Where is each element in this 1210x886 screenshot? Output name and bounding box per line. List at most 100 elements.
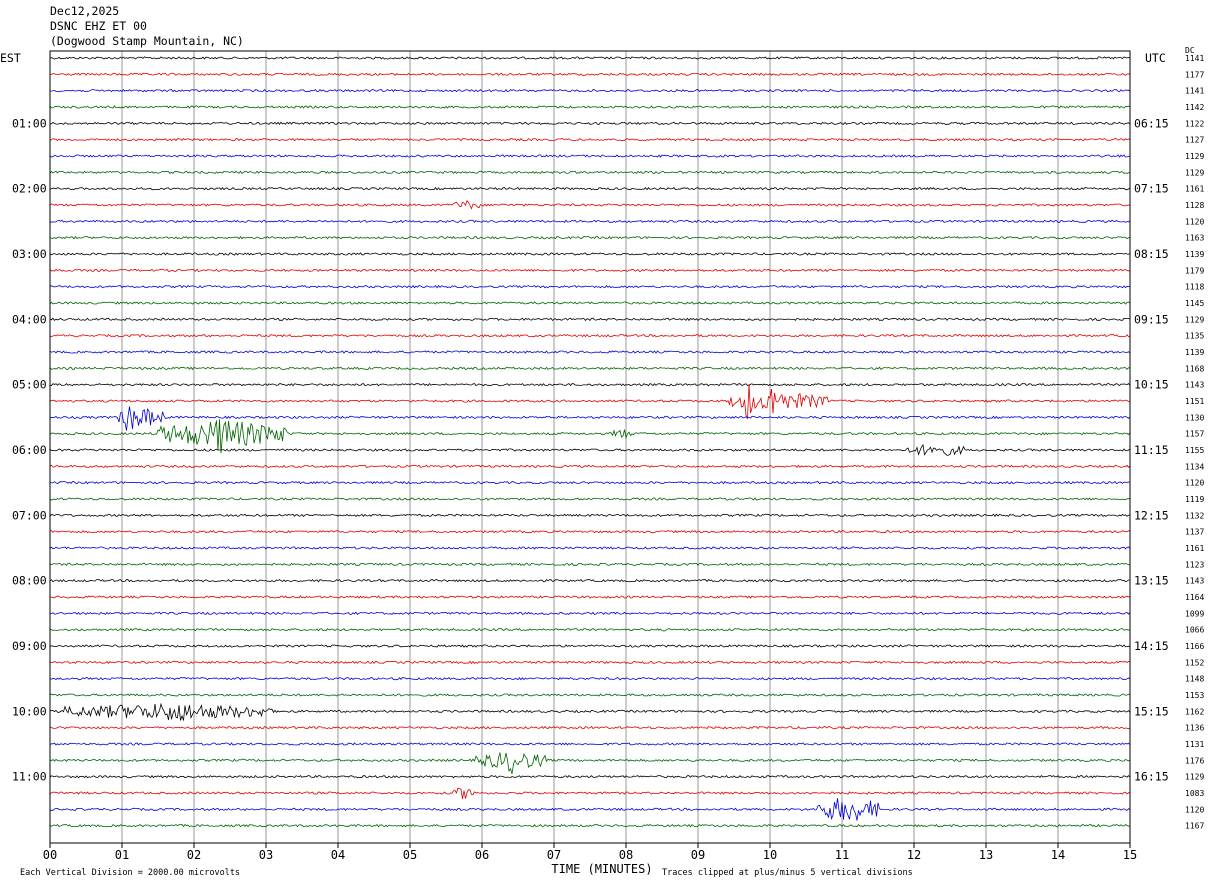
- trace-line-41: [49, 725, 1131, 730]
- dc-value: 1135: [1185, 332, 1204, 341]
- location-label: (Dogwood Stamp Mountain, NC): [50, 34, 244, 48]
- trace-line-36: [49, 644, 1131, 648]
- plot-frame: [49, 50, 1131, 844]
- clip-note: Traces clipped at plus/minus 5 vertical …: [662, 868, 913, 878]
- est-hour-label: 08:00: [12, 574, 47, 588]
- utc-hour-label: 15:15: [1134, 704, 1169, 718]
- dc-value: 1155: [1185, 446, 1204, 455]
- trace-line-45: [49, 787, 1131, 799]
- trace-line-32: [49, 578, 1130, 583]
- trace-line-9: [49, 199, 1131, 210]
- x-tick-label: 07: [547, 848, 561, 862]
- trace-line-26: [49, 480, 1131, 485]
- trace-line-46: [49, 798, 1131, 821]
- est-hour-label: 10:00: [12, 704, 47, 718]
- trace-line-23: [49, 419, 1131, 454]
- trace-line-2: [49, 88, 1131, 93]
- dc-value: 1120: [1185, 479, 1204, 488]
- est-hour-label: 11:00: [12, 770, 47, 784]
- dc-value: 1137: [1185, 528, 1204, 537]
- trace-line-28: [49, 513, 1131, 518]
- trace-line-34: [49, 611, 1131, 616]
- x-axis-title: TIME (MINUTES): [551, 862, 652, 876]
- utc-hour-label: 11:15: [1134, 443, 1169, 457]
- trace-line-12: [49, 252, 1131, 256]
- dc-value: 1134: [1185, 462, 1204, 471]
- dc-value: 1136: [1185, 724, 1204, 733]
- dc-value: 1166: [1185, 642, 1204, 651]
- trace-line-47: [49, 823, 1131, 828]
- dc-value: 1120: [1185, 805, 1204, 814]
- trace-line-18: [49, 350, 1131, 354]
- dc-value: 1153: [1185, 691, 1204, 700]
- trace-line-20: [49, 382, 1131, 387]
- dc-value: 1163: [1185, 234, 1204, 243]
- trace-layer: [49, 56, 1131, 828]
- trace-line-39: [49, 693, 1131, 697]
- trace-line-8: [49, 186, 1131, 191]
- dc-value: 1139: [1185, 250, 1204, 259]
- x-tick-label: 03: [259, 848, 273, 862]
- trace-line-21: [49, 383, 1131, 420]
- trace-line-19: [49, 366, 1131, 371]
- dc-value: 1151: [1185, 397, 1204, 406]
- dc-value: 1161: [1185, 185, 1204, 194]
- utc-hour-label: 12:15: [1134, 508, 1169, 522]
- est-hour-label: 02:00: [12, 182, 47, 196]
- trace-line-15: [49, 301, 1131, 305]
- utc-hour-label: 16:15: [1134, 770, 1169, 784]
- dc-value: 1164: [1185, 593, 1204, 602]
- dc-value: 1176: [1185, 756, 1204, 765]
- trace-line-35: [49, 628, 1131, 632]
- x-tick-label: 04: [331, 848, 345, 862]
- est-axis-label: EST: [0, 51, 21, 65]
- x-tick-label: 09: [691, 848, 705, 862]
- utc-axis-label: UTC: [1145, 51, 1166, 65]
- utc-hour-label: 14:15: [1134, 639, 1169, 653]
- label-layer: 00 01 02 03 04 05 06 07 08 09 10 11 12 13 14 15 1141 1177…: [0, 46, 1204, 878]
- x-tick-label: 12: [907, 848, 921, 862]
- dc-header-label: DC: [1185, 46, 1195, 55]
- est-hour-label: 09:00: [12, 639, 47, 653]
- trace-line-16: [49, 317, 1131, 322]
- dc-value: 1162: [1185, 707, 1204, 716]
- dc-value: 1118: [1185, 283, 1204, 292]
- trace-line-7: [49, 170, 1131, 175]
- est-hour-label: 03:00: [12, 247, 47, 261]
- trace-line-43: [49, 752, 1131, 775]
- trace-line-3: [49, 105, 1131, 109]
- est-hour-label: 06:00: [12, 443, 47, 457]
- utc-hour-label: 10:15: [1134, 378, 1169, 392]
- dc-value: 1161: [1185, 544, 1204, 553]
- trace-line-24: [49, 443, 1131, 456]
- x-tick-label: 06: [475, 848, 489, 862]
- trace-line-4: [49, 121, 1131, 125]
- dc-value: 1167: [1185, 822, 1204, 831]
- x-tick-label: 02: [187, 848, 201, 862]
- trace-line-33: [49, 595, 1131, 599]
- trace-line-0: [49, 56, 1131, 60]
- trace-line-22: [49, 406, 1131, 431]
- trace-line-17: [49, 333, 1131, 338]
- dc-value: 1157: [1185, 430, 1204, 439]
- dc-value: 1143: [1185, 381, 1204, 390]
- date-label: Dec12,2025: [50, 4, 120, 18]
- trace-line-44: [49, 774, 1131, 779]
- trace-line-38: [49, 676, 1131, 681]
- dc-value: 1130: [1185, 413, 1204, 422]
- x-tick-label: 13: [979, 848, 993, 862]
- trace-line-5: [49, 138, 1131, 142]
- trace-line-10: [49, 219, 1131, 224]
- dc-value: 1128: [1185, 201, 1204, 210]
- est-hour-label: 04:00: [12, 312, 47, 326]
- dc-value: 1142: [1185, 103, 1204, 112]
- utc-hour-label: 06:15: [1134, 116, 1169, 130]
- dc-value: 1129: [1185, 773, 1204, 782]
- x-tick-label: 01: [115, 848, 129, 862]
- trace-line-11: [49, 235, 1131, 240]
- dc-value: 1127: [1185, 136, 1204, 145]
- dc-value: 1179: [1185, 266, 1204, 275]
- utc-hour-label: 09:15: [1134, 312, 1169, 326]
- utc-hour-label: 08:15: [1134, 247, 1169, 261]
